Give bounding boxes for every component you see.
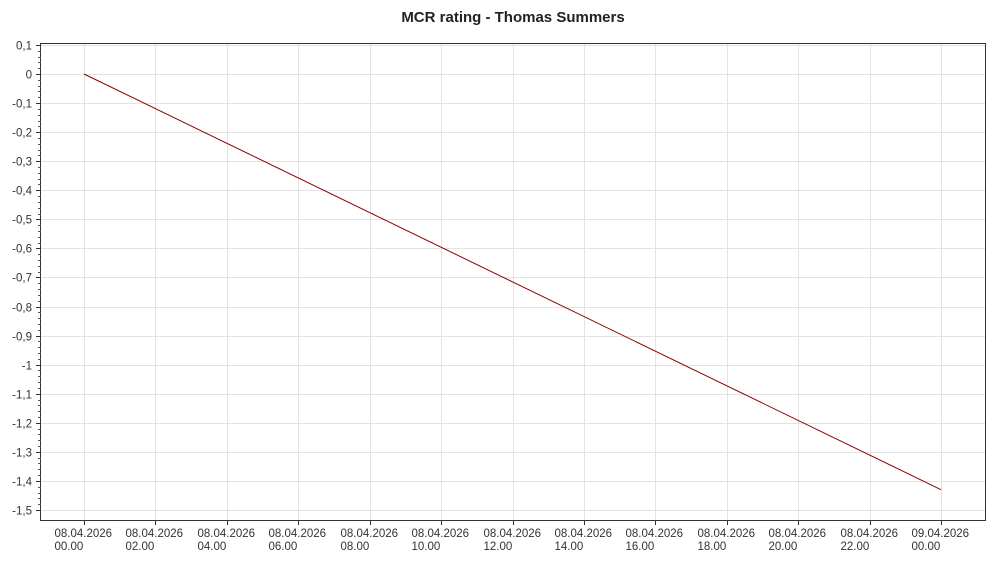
x-tick-label-date: 08.04.2026 <box>626 528 684 540</box>
x-tick-label-date: 09.04.2026 <box>912 528 970 540</box>
x-tick-label-time: 04.00 <box>198 541 227 553</box>
x-tick-label-time: 06.00 <box>269 541 298 553</box>
y-tick-label: -0,1 <box>12 99 32 111</box>
y-tick-label: -1 <box>22 361 32 373</box>
y-tick-label: -1,3 <box>12 448 32 460</box>
x-tick-label-date: 08.04.2026 <box>412 528 470 540</box>
y-tick-label: 0,1 <box>16 41 32 53</box>
x-tick-label-time: 00.00 <box>55 541 84 553</box>
x-tick-label-time: 10.00 <box>412 541 441 553</box>
y-tick-label: -0,8 <box>12 303 32 315</box>
y-tick-label: -0,3 <box>12 157 32 169</box>
x-tick-label-time: 18.00 <box>698 541 727 553</box>
gridlines <box>41 44 985 520</box>
y-axis: 0,1 0 -0,1 -0,2 -0,3 -0,4 -0,5 -0,6 -0,7 -0,8 -0,9… <box>12 41 41 518</box>
y-tick-label: -0,6 <box>12 244 32 256</box>
x-tick-label-date: 08.04.2026 <box>769 528 827 540</box>
x-tick-label-date: 08.04.2026 <box>484 528 542 540</box>
x-tick-label-date: 08.04.2026 <box>126 528 184 540</box>
x-tick-label-time: 00.00 <box>912 541 941 553</box>
y-tick-label: -1,2 <box>12 419 32 431</box>
x-tick-label-time: 20.00 <box>769 541 798 553</box>
x-tick-label-time: 02.00 <box>126 541 155 553</box>
y-tick-label: -0,7 <box>12 273 32 285</box>
y-tick-label: -0,9 <box>12 332 32 344</box>
x-tick-label-date: 08.04.2026 <box>269 528 327 540</box>
plot-area <box>83 73 942 491</box>
x-tick-label-date: 08.04.2026 <box>555 528 613 540</box>
x-tick-label-time: 12.00 <box>484 541 513 553</box>
y-tick-label: -0,5 <box>12 215 32 227</box>
y-tick-label: 0 <box>26 70 32 82</box>
series-line <box>83 73 942 491</box>
y-tick-label: -1,5 <box>12 506 32 518</box>
y-tick-label: -0,2 <box>12 128 32 140</box>
y-tick-label: -1,1 <box>12 390 32 402</box>
chart-title: MCR rating - Thomas Summers <box>401 9 624 26</box>
y-tick-label: -1,4 <box>12 477 32 489</box>
x-tick-label-time: 16.00 <box>626 541 655 553</box>
y-tick-label: -0,4 <box>12 186 32 198</box>
x-tick-label-time: 14.00 <box>555 541 584 553</box>
x-tick-label-date: 08.04.2026 <box>55 528 113 540</box>
x-tick-label-date: 08.04.2026 <box>841 528 899 540</box>
x-tick-label-time: 22.00 <box>841 541 870 553</box>
x-tick-label-date: 08.04.2026 <box>341 528 399 540</box>
x-tick-label-date: 08.04.2026 <box>698 528 756 540</box>
x-axis: 08.04.202600.0008.04.202602.0008.04.2026… <box>55 520 970 553</box>
x-tick-label-date: 08.04.2026 <box>198 528 256 540</box>
x-tick-label-time: 08.00 <box>341 541 370 553</box>
